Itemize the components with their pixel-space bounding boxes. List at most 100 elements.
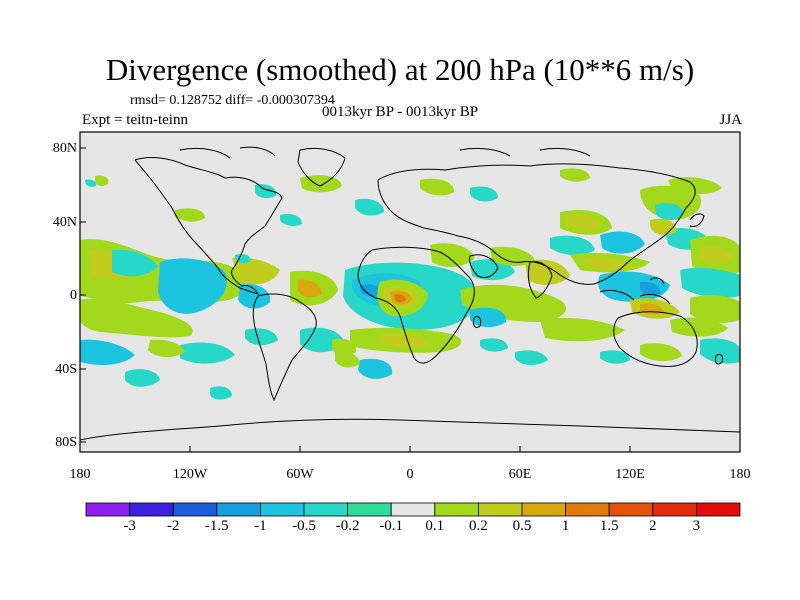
colorbar-swatch	[565, 502, 610, 517]
region-pos	[298, 279, 322, 298]
region-neg	[470, 307, 507, 328]
colorbar-swatch	[696, 502, 741, 517]
region-pos	[690, 295, 740, 323]
region-neg	[655, 202, 684, 220]
colorbar-swatch	[129, 502, 174, 517]
coast-japan	[689, 213, 705, 227]
lon-label-180e: 180	[729, 467, 751, 482]
colorbar-swatch	[521, 502, 566, 517]
stats-line: rmsd= 0.128752 diff= -0.000307394	[130, 93, 335, 108]
region-pos	[565, 214, 601, 230]
region-pos	[490, 246, 535, 266]
region-pos	[420, 178, 455, 196]
colorbar-label: -0.5	[292, 518, 316, 534]
region-neg	[360, 284, 381, 297]
coast-greenland	[297, 147, 346, 187]
lat-label-80s: 80S	[55, 435, 77, 450]
region-neg	[210, 386, 232, 400]
colorbar-swatch	[390, 502, 436, 517]
colorbar-label: 1	[561, 518, 570, 534]
region-neg	[480, 338, 508, 352]
coast-north-america	[134, 157, 283, 295]
colorbar-swatch	[259, 502, 305, 517]
region-neg	[235, 253, 251, 264]
colorbar-swatch	[85, 502, 130, 517]
region-pos	[232, 257, 280, 285]
lon-label-120w: 120W	[172, 467, 208, 482]
region-neg	[180, 342, 235, 364]
region-neg	[640, 281, 661, 296]
colorbar-label: 0.1	[425, 518, 445, 534]
region-pos	[95, 175, 109, 187]
coast-antarctica	[80, 418, 740, 441]
colorbar-swatch	[477, 502, 523, 517]
region-pos	[335, 351, 360, 368]
coast-australia	[613, 311, 698, 367]
colorbar-label: 3	[692, 518, 701, 534]
coast-south-america	[252, 293, 317, 402]
region-pos	[640, 343, 682, 362]
coast-arctic-islands	[179, 146, 591, 159]
coast-india	[527, 261, 553, 299]
region-pos	[430, 243, 475, 267]
region-neg	[245, 328, 278, 346]
region-pos	[585, 257, 630, 271]
region-neg	[280, 214, 302, 227]
region-neg	[470, 186, 498, 202]
colorbar-label: -0.2	[335, 518, 360, 534]
coast-new-zealand	[715, 353, 723, 365]
lat-label-40n: 40N	[52, 215, 77, 230]
plot-subtitle: 0013kyr BP - 0013kyr BP	[321, 104, 479, 120]
region-pos	[700, 246, 734, 264]
colorbar-label: -3	[123, 518, 136, 534]
region-pos	[380, 333, 430, 348]
lat-label-eq: 0	[70, 288, 77, 303]
region-neg	[515, 350, 548, 366]
colorbar-swatch	[216, 502, 261, 517]
region-pos	[525, 259, 570, 285]
colorbar	[85, 502, 741, 517]
lon-label-60w: 60W	[286, 467, 314, 482]
lat-label-80n: 80N	[52, 141, 77, 156]
region-neg	[358, 358, 393, 379]
colorbar-swatch	[303, 502, 348, 517]
lon-label-120e: 120E	[615, 467, 645, 482]
region-pos	[394, 294, 406, 303]
colorbar-swatch	[652, 502, 697, 517]
region-pos	[670, 317, 728, 337]
colorbar-label: -1	[254, 518, 267, 534]
coastlines	[80, 146, 740, 441]
region-pos	[80, 298, 193, 338]
colorbar-label: 0.5	[512, 518, 532, 534]
region-neg	[255, 184, 277, 199]
colorbar-label: 2	[649, 518, 657, 534]
region-pos	[540, 318, 625, 342]
region-pos	[148, 339, 185, 358]
region-neg	[85, 179, 97, 187]
experiment-label: Expt = teitn-teinn	[82, 112, 188, 128]
region-neg	[600, 350, 630, 364]
lat-label-40s: 40S	[55, 362, 77, 377]
coast-eurasia	[377, 163, 696, 285]
region-pos	[640, 185, 701, 220]
colorbar-label: 0.2	[469, 518, 488, 534]
lon-label-0: 0	[406, 467, 414, 482]
region-neg	[80, 339, 135, 366]
colorbar-label: -1.5	[204, 518, 229, 534]
region-neg	[158, 258, 227, 314]
region-neg	[600, 231, 645, 254]
season-label: JJA	[719, 112, 742, 128]
region-neg	[680, 267, 740, 298]
axis-ticks	[79, 147, 741, 452]
colorbar-swatch	[172, 502, 218, 517]
region-neg	[700, 338, 740, 364]
shaded-regions	[80, 168, 740, 400]
colorbar-label: 1.5	[599, 518, 619, 534]
colorbar-swatch	[608, 502, 654, 517]
region-pos	[560, 168, 590, 182]
region-pos	[175, 208, 205, 222]
colorbar-label: -2	[166, 518, 180, 534]
lon-label-60e: 60E	[508, 467, 532, 482]
plot-title: Divergence (smoothed) at 200 hPa (10**6 …	[105, 52, 695, 87]
